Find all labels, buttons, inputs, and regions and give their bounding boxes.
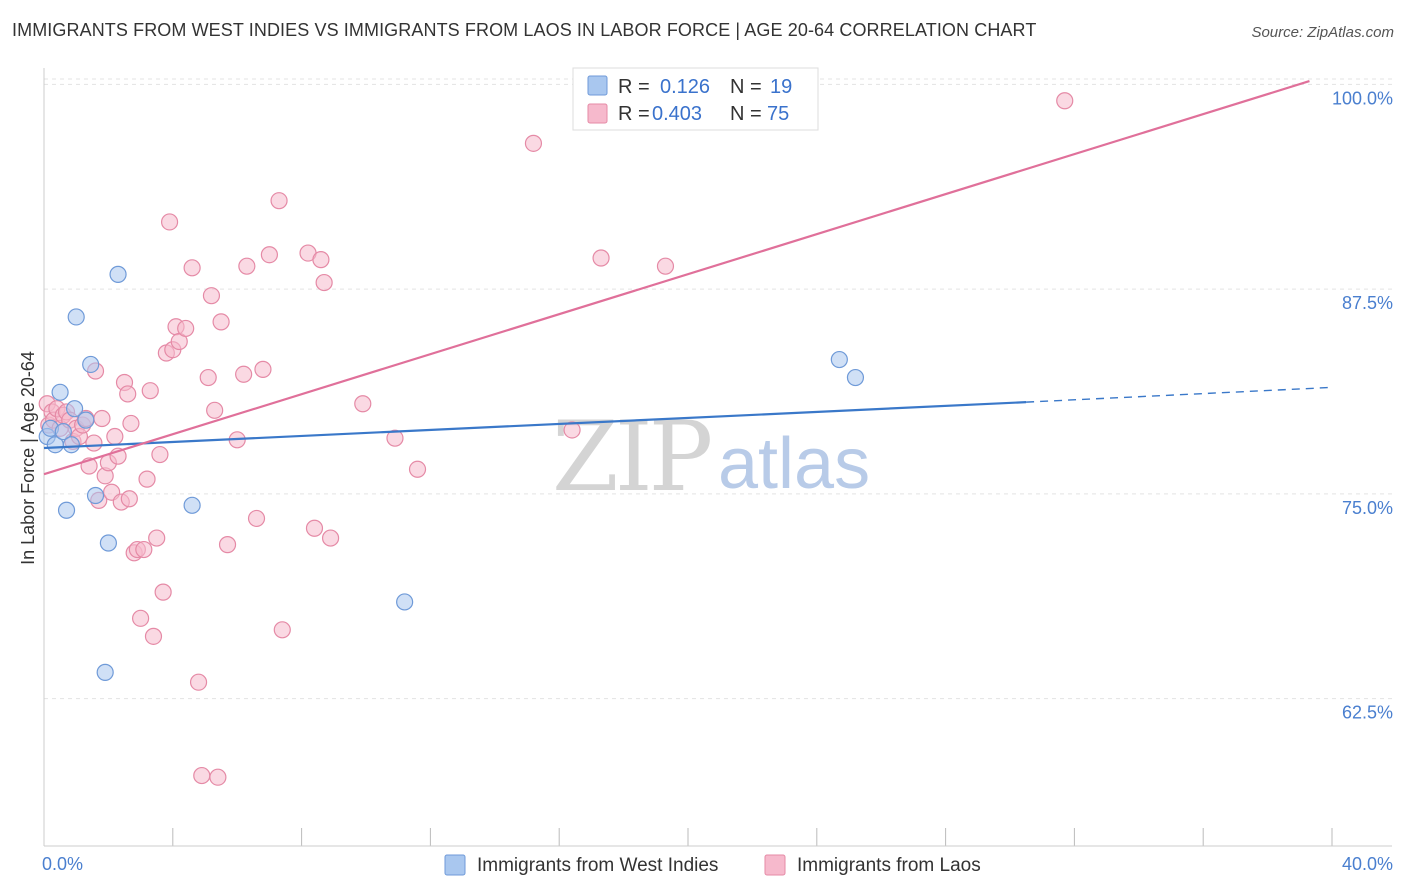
legend-r-value-laos: 0.403	[652, 103, 702, 125]
data-point-laos	[563, 421, 581, 439]
x-tick-label-min: 0.0%	[42, 854, 83, 874]
data-point-laos	[144, 627, 163, 645]
data-point-laos	[193, 766, 211, 785]
legend-swatch-laos	[587, 103, 608, 124]
data-point-west-indies	[99, 534, 118, 552]
legend-n-label-laos: N =	[730, 103, 762, 125]
legend-r-value-west-indies: 0.126	[660, 76, 710, 98]
data-point-laos	[189, 673, 208, 691]
data-point-laos	[254, 360, 272, 378]
stats-legend-box	[572, 67, 819, 131]
trend-line-laos	[43, 80, 1310, 476]
y-tick-label: 100.0%	[1332, 88, 1393, 108]
data-point-laos	[199, 368, 217, 387]
data-point-laos	[160, 213, 179, 231]
data-point-laos	[148, 529, 166, 547]
data-point-laos	[151, 445, 169, 464]
data-point-west-indies	[54, 423, 72, 441]
data-point-laos	[202, 287, 221, 305]
data-point-laos	[321, 529, 340, 547]
data-point-west-indies	[109, 265, 127, 283]
data-point-laos	[206, 401, 224, 419]
data-point-laos	[312, 251, 330, 269]
data-point-laos	[315, 273, 333, 292]
data-point-laos	[141, 382, 159, 400]
data-point-laos	[592, 249, 610, 267]
data-point-laos	[120, 490, 138, 508]
series-legend: Immigrants from West Indies Immigrants f…	[444, 854, 981, 876]
data-point-laos	[106, 427, 124, 446]
data-point-west-indies	[96, 663, 114, 681]
data-point-laos	[238, 257, 256, 275]
data-point-laos	[386, 429, 404, 447]
data-point-laos	[135, 540, 153, 559]
y-tick-label: 62.5%	[1342, 703, 1393, 723]
data-point-laos	[154, 583, 172, 601]
data-point-laos	[273, 621, 291, 639]
data-point-laos	[177, 319, 195, 338]
data-point-west-indies	[62, 436, 80, 454]
data-point-west-indies	[57, 501, 76, 519]
x-tick-label-max: 40.0%	[1342, 854, 1393, 874]
data-point-laos	[183, 259, 201, 277]
data-point-laos	[85, 434, 103, 452]
data-point-west-indies	[51, 383, 69, 401]
bottom-legend-label-laos: Immigrants from Laos	[797, 855, 981, 876]
data-point-laos	[1056, 92, 1074, 110]
data-point-laos	[524, 134, 543, 152]
data-point-laos	[656, 257, 675, 275]
data-point-laos	[270, 192, 288, 210]
data-point-laos	[235, 365, 253, 383]
data-point-west-indies	[846, 368, 865, 387]
trend-line-west-indies	[43, 401, 1027, 450]
series-west-indies-points	[38, 265, 865, 681]
trend-lines	[43, 80, 1333, 476]
data-point-laos	[132, 609, 150, 627]
data-point-laos	[354, 395, 372, 413]
data-point-laos	[122, 414, 140, 433]
bottom-legend-swatch-west-indies	[444, 854, 466, 876]
data-point-laos	[260, 246, 278, 264]
data-point-west-indies	[67, 308, 85, 326]
legend-r-label-laos: R =	[618, 103, 650, 125]
data-point-laos	[138, 470, 156, 488]
y-tick-labels: 62.5% 75.0% 87.5% 100.0%	[1332, 88, 1393, 722]
data-point-west-indies	[86, 486, 105, 505]
y-tick-label: 75.0%	[1342, 498, 1393, 518]
data-point-laos	[305, 519, 324, 537]
data-point-laos	[212, 313, 230, 331]
legend-n-value-laos: 75	[767, 103, 789, 125]
data-point-laos	[247, 509, 266, 528]
data-point-laos	[218, 536, 237, 554]
data-point-west-indies	[77, 411, 95, 429]
x-axis-ticks	[43, 828, 1333, 846]
data-point-laos	[119, 385, 137, 403]
legend-r-label-west-indies: R =	[618, 76, 650, 98]
data-point-laos	[209, 768, 227, 786]
chart-title: IMMIGRANTS FROM WEST INDIES VS IMMIGRANT…	[12, 20, 1037, 40]
data-point-laos	[93, 409, 111, 428]
data-point-laos	[408, 460, 427, 478]
trend-line-west-indies-extension	[1026, 386, 1333, 403]
watermark-atlas: atlas	[718, 424, 870, 504]
data-point-west-indies	[65, 400, 84, 418]
data-point-west-indies	[830, 350, 848, 369]
legend-swatch-west-indies	[587, 75, 608, 96]
data-point-west-indies	[82, 355, 100, 374]
stats-legend: R = 0.126 N = 19 R = 0.403 N = 75	[572, 67, 819, 131]
y-tick-label: 87.5%	[1342, 293, 1393, 313]
chart-source: Source: ZipAtlas.com	[1251, 24, 1394, 41]
bottom-legend-label-west-indies: Immigrants from West Indies	[477, 855, 718, 876]
data-point-west-indies	[396, 593, 414, 611]
data-point-west-indies	[183, 496, 201, 514]
legend-n-value-west-indies: 19	[770, 76, 792, 98]
y-axis-title: In Labor Force | Age 20-64	[18, 351, 38, 565]
legend-n-label-west-indies: N =	[730, 76, 762, 98]
bottom-legend-swatch-laos	[764, 854, 786, 876]
gridlines	[44, 78, 1392, 700]
